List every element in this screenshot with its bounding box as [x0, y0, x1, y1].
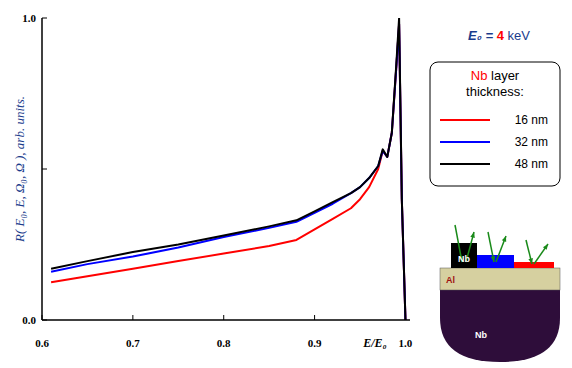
inset-label: Nb	[475, 330, 487, 340]
beam	[526, 240, 532, 264]
beam-head	[470, 232, 475, 238]
x-tick-label: 0.6	[35, 337, 49, 349]
beam	[496, 236, 506, 262]
plot-area	[51, 18, 405, 320]
x-tick-label: 1.0	[399, 337, 413, 349]
y-axis-label: R( E₀, E, Ω₀, Ω ), arb. units.	[12, 96, 27, 243]
inset-diagram: Nb Al Nb	[440, 225, 560, 362]
legend-title-part: thickness:	[466, 84, 524, 99]
legend-title-part: Nb	[471, 68, 488, 83]
beam-head	[502, 236, 506, 242]
chart: 0.0 1.0 0.6 0.7 0.8 0.9 1.0 E/E₀ R( E₀, E, Ω₀, Ω…	[0, 0, 572, 368]
legend-swatch	[440, 163, 490, 165]
x-tick-label: 0.9	[308, 337, 322, 349]
x-axis	[42, 319, 410, 321]
inset-label: Al	[446, 275, 455, 285]
annotation-part: keV	[504, 28, 530, 43]
legend-swatch	[440, 141, 490, 143]
al-layer	[440, 268, 560, 290]
y-axis	[41, 18, 43, 320]
x-tick-label: 0.7	[126, 337, 140, 349]
inset-label: Nb	[458, 254, 470, 264]
legend-box	[430, 62, 560, 186]
legend-label: 16 nm	[515, 113, 548, 127]
legend-label: 32 nm	[515, 135, 548, 149]
x-axis-label: E/E₀	[362, 336, 387, 350]
y-tick-label: 1.0	[22, 12, 36, 24]
legend-swatch	[440, 119, 490, 121]
series-line	[51, 24, 405, 320]
beam-head	[528, 258, 533, 264]
beam-head	[543, 244, 548, 250]
beam-head	[491, 256, 496, 262]
annotation: E₀ = 4 keV	[468, 28, 530, 43]
legend-label: 48 nm	[515, 157, 548, 171]
series-line	[51, 24, 405, 320]
substrate	[440, 290, 560, 362]
annotation-part: E₀ =	[468, 28, 497, 43]
x-tick-label: 0.8	[217, 337, 231, 349]
series-line	[51, 18, 405, 320]
nb-thick	[451, 243, 477, 268]
beam	[534, 244, 548, 264]
y-tick-label: 0.0	[22, 314, 36, 326]
legend-title-part: layer	[487, 68, 519, 83]
legend-title: Nb layerthickness:	[466, 68, 524, 99]
